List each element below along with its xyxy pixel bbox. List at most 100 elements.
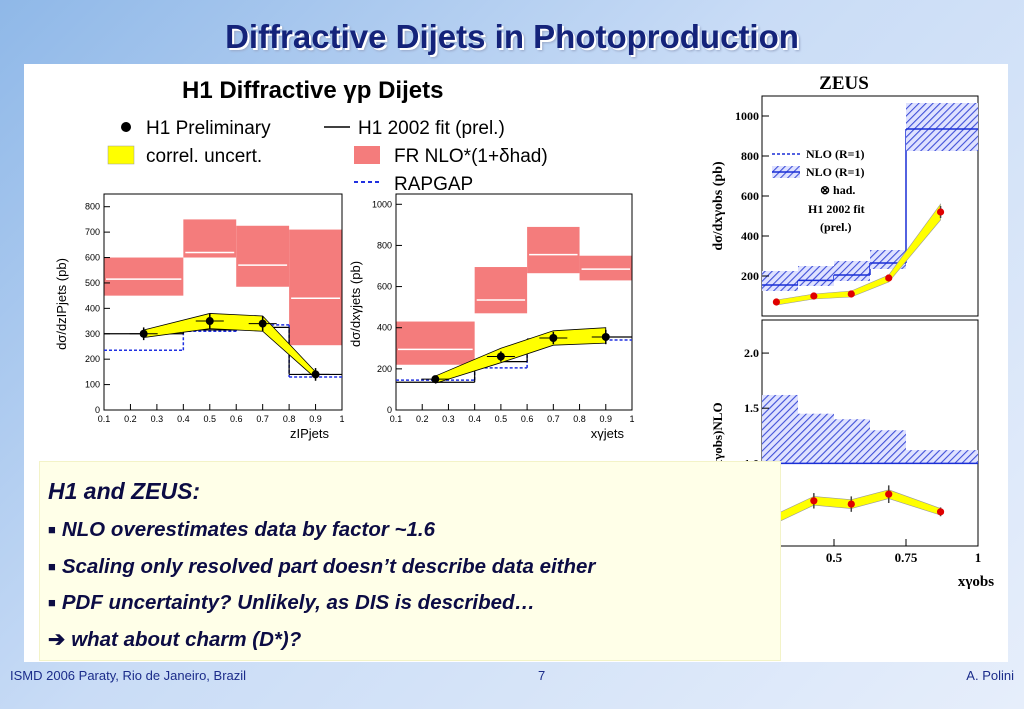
- data-point: [885, 274, 893, 282]
- y-tick-label: 500: [85, 278, 100, 288]
- legend-data-marker: [121, 122, 131, 132]
- y-tick-label: 200: [741, 269, 759, 283]
- note-bullet-3-text: PDF uncertainty? Unlikely, as DIS is des…: [61, 591, 536, 614]
- zeus-top-ylabel: dσ/dxγobs (pb): [711, 161, 726, 251]
- y-tick-label: 600: [377, 282, 392, 292]
- conclusions-box: H1 and ZEUS: ■ NLO overestimates data by …: [40, 462, 780, 660]
- data-point: [258, 319, 267, 328]
- note-bullet-3: ■ PDF uncertainty? Unlikely, as DIS is de…: [48, 591, 535, 615]
- x-tick-label: 0.1: [390, 414, 403, 424]
- data-point: [549, 334, 558, 342]
- footer-page-number: 7: [538, 668, 546, 683]
- zeus-chart-top: dσ/dxγobs (pb) 200 400 600 800 1000: [711, 95, 979, 317]
- nlo-band: [579, 255, 632, 281]
- legend-nlo-swatch: [354, 146, 380, 164]
- data-point: [496, 352, 505, 361]
- y-tick-label: 400: [377, 323, 392, 333]
- y-tick-label: 600: [85, 253, 100, 263]
- x-tick-label: 1: [975, 550, 982, 565]
- x-tick-label: 0.5: [826, 550, 843, 565]
- y-tick-label: 1000: [372, 199, 392, 209]
- x-tick-label: 0.8: [573, 414, 586, 424]
- y-tick-label: 400: [85, 303, 100, 313]
- legend-fit-label: H1 2002 fit (prel.): [358, 118, 505, 139]
- h1-chart2-ylabel: dσ/dxγjets (pb): [348, 261, 363, 347]
- h1-figure-title: H1 Diffractive γp Dijets: [182, 77, 443, 104]
- arrow-right-icon: ➔: [48, 628, 66, 651]
- nlo-band: [104, 257, 184, 296]
- h1-chart-zpom: dσ/dzIPjets (pb) zIPjets 0 100 200 300 400 50…: [54, 193, 345, 441]
- data-point: [601, 332, 610, 341]
- note-bullet-2-text: Scaling only resolved part doesn’t descr…: [61, 555, 596, 578]
- legend-band-label: correl. uncert.: [146, 146, 262, 167]
- x-tick-label: 0.3: [151, 414, 164, 424]
- y-tick-label: 300: [85, 329, 100, 339]
- x-tick-label: 0.2: [416, 414, 429, 424]
- y-tick-label: 200: [377, 364, 392, 374]
- nlo-band: [396, 321, 475, 365]
- zeus-legend: NLO (R=1) NLO (R=1) ⊗ had. H1 2002 fit (…: [772, 147, 865, 234]
- h1-chart-xgamma: dσ/dxγjets (pb) xγjets 0 200 400 600 800 1000…: [348, 193, 635, 441]
- nlo-band: [236, 225, 290, 287]
- y-tick-label: 800: [85, 202, 100, 212]
- nlo-hatched-band: [762, 271, 798, 291]
- x-tick-label: 0.5: [495, 414, 508, 424]
- y-tick-label: 1000: [735, 109, 759, 123]
- y-tick-label: 400: [741, 229, 759, 243]
- zeus-legend-fit2: (prel.): [820, 220, 851, 234]
- notes-heading: H1 and ZEUS:: [48, 478, 201, 504]
- zeus-title: ZEUS: [819, 73, 869, 94]
- legend-band-swatch: [107, 145, 135, 165]
- y-tick-label: 2.0: [744, 346, 759, 360]
- zeus-legend-fit1: H1 2002 fit: [808, 202, 865, 216]
- bullet-square-icon: ■: [48, 522, 56, 537]
- x-tick-label: 0.6: [521, 414, 534, 424]
- data-point: [772, 298, 781, 306]
- nlo-hatched-band: [834, 419, 870, 464]
- zeus-legend-nlo1: NLO (R=1): [806, 147, 865, 161]
- x-tick-label: 0.7: [256, 414, 269, 424]
- x-tick-label: 1: [629, 414, 634, 424]
- h1-legend: H1 Preliminary correl. uncert. H1 2002 f…: [107, 118, 548, 195]
- h1-fit-band: [776, 203, 941, 306]
- x-tick-label: 1: [339, 414, 344, 424]
- nlo-hatched-band: [870, 430, 906, 464]
- x-tick-label: 0.7: [547, 414, 560, 424]
- x-tick-label: 0.9: [600, 414, 613, 424]
- y-tick-label: 1.5: [744, 401, 759, 415]
- bullet-square-icon: ■: [48, 559, 56, 574]
- note-bullet-1-text: NLO overestimates data by factor ~1.6: [61, 518, 435, 541]
- plot-frame: [103, 193, 343, 411]
- data-point: [936, 508, 945, 516]
- x-tick-label: 0.3: [442, 414, 455, 424]
- x-tick-label: 0.8: [283, 414, 296, 424]
- data-point: [936, 208, 945, 216]
- y-tick-label: 0: [387, 405, 392, 415]
- nlo-band: [527, 226, 580, 274]
- nlo-hatched-band: [906, 103, 978, 151]
- data-point: [810, 497, 818, 505]
- x-tick-label: 0.6: [230, 414, 243, 424]
- legend-nlo-label: FR NLO*(1+δhad): [394, 146, 548, 167]
- y-tick-label: 800: [377, 240, 392, 250]
- zeus-xlabel: xγobs: [958, 574, 994, 590]
- nlo-band: [474, 267, 528, 314]
- nlo-hatched-band: [798, 266, 834, 286]
- data-point: [885, 490, 893, 498]
- plots-canvas: H1 Diffractive γp Dijets H1 Preliminary …: [54, 73, 994, 596]
- note-bullet-2: ■ Scaling only resolved part doesn’t desc…: [48, 555, 595, 579]
- nlo-hatched-band: [762, 394, 798, 464]
- nlo-band: [183, 219, 237, 258]
- bullet-square-icon: ■: [48, 595, 56, 610]
- data-point: [847, 500, 855, 508]
- data-point: [810, 292, 818, 300]
- x-tick-label: 0.75: [895, 550, 918, 565]
- data-point: [311, 370, 320, 379]
- legend-rapgap-label: RAPGAP: [394, 174, 473, 195]
- zeus-legend-had: ⊗ had.: [820, 183, 855, 197]
- nlo-hatched-band: [834, 261, 870, 281]
- h1-chart1-xlabel: zIPjets: [290, 426, 330, 441]
- x-tick-label: 0.1: [98, 414, 111, 424]
- slide-title: Diffractive Dijets in Photoproduction: [225, 18, 799, 55]
- footer-conference: ISMD 2006 Paraty, Rio de Janeiro, Brazil: [10, 668, 247, 683]
